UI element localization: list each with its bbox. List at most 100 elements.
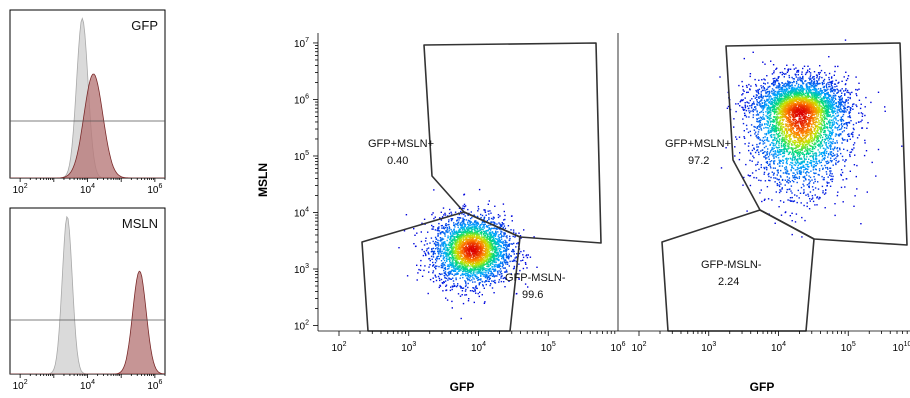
event-dot xyxy=(476,261,479,263)
event-dot xyxy=(804,166,806,168)
event-dot xyxy=(777,80,779,82)
event-dot xyxy=(789,85,792,87)
event-dot xyxy=(780,190,782,192)
event-dot xyxy=(847,102,849,104)
event-dot xyxy=(452,280,455,282)
event-dot xyxy=(485,272,487,274)
event-dot xyxy=(499,268,502,270)
event-dot xyxy=(458,230,461,232)
event-dot xyxy=(501,242,504,244)
event-dot xyxy=(486,225,488,227)
event-dot xyxy=(482,269,484,272)
event-dot xyxy=(808,208,811,210)
event-dot xyxy=(764,151,766,153)
event-dot xyxy=(464,234,467,237)
event-dot xyxy=(496,259,498,261)
event-dot xyxy=(483,250,485,252)
event-dot xyxy=(487,246,489,249)
event-dot xyxy=(774,77,776,80)
event-dot xyxy=(481,239,483,242)
event-dot xyxy=(783,73,786,75)
event-dot xyxy=(499,215,501,217)
event-dot xyxy=(493,257,496,259)
event-dot xyxy=(445,274,448,276)
event-dot xyxy=(762,106,765,108)
event-dot xyxy=(461,207,464,209)
event-dot xyxy=(519,269,521,272)
event-dot xyxy=(508,265,510,267)
event-dot xyxy=(465,265,467,268)
event-dot xyxy=(851,132,853,135)
event-dot xyxy=(739,152,741,154)
event-dot xyxy=(831,123,834,125)
event-dot xyxy=(832,140,834,143)
event-dot xyxy=(831,142,834,145)
event-dot xyxy=(458,217,460,219)
event-dot xyxy=(808,77,810,79)
event-dot xyxy=(443,251,445,253)
event-dot xyxy=(884,106,886,108)
event-dot xyxy=(770,135,772,138)
event-dot xyxy=(492,250,494,252)
event-dot xyxy=(479,259,481,261)
event-dot xyxy=(459,266,461,268)
event-dot xyxy=(778,191,781,194)
event-dot xyxy=(435,257,438,259)
event-dot xyxy=(431,248,433,250)
event-dot xyxy=(822,167,824,169)
event-dot xyxy=(485,283,487,286)
event-dot xyxy=(474,267,476,270)
event-dot xyxy=(812,85,814,87)
event-dot xyxy=(791,87,794,90)
event-dot xyxy=(749,184,752,187)
event-dot xyxy=(498,222,500,224)
event-dot xyxy=(788,179,790,182)
event-dot xyxy=(828,78,830,81)
event-dot xyxy=(836,115,838,117)
event-dot xyxy=(440,260,443,262)
event-dot xyxy=(448,248,450,251)
event-dot xyxy=(480,275,482,277)
event-dot xyxy=(758,125,760,127)
event-dot xyxy=(476,231,478,233)
event-dot xyxy=(460,286,462,288)
event-dot xyxy=(441,250,443,252)
event-dot xyxy=(764,156,766,158)
event-dot xyxy=(833,123,835,125)
event-dot xyxy=(485,252,488,254)
event-dot xyxy=(786,181,788,183)
event-dot xyxy=(444,214,447,216)
event-dot xyxy=(829,102,831,104)
event-dot xyxy=(760,91,762,93)
event-dot xyxy=(449,259,451,261)
event-dot xyxy=(454,226,456,228)
event-dot xyxy=(453,222,455,224)
event-dot xyxy=(462,243,465,246)
event-dot xyxy=(828,137,830,139)
event-dot xyxy=(809,200,811,202)
event-dot xyxy=(492,280,495,282)
event-dot xyxy=(466,239,468,241)
event-dot xyxy=(831,178,833,180)
event-dot xyxy=(454,237,456,240)
event-dot xyxy=(782,88,784,91)
event-dot xyxy=(836,106,839,108)
event-dot xyxy=(781,179,784,181)
event-dot xyxy=(454,255,456,257)
event-dot xyxy=(488,241,490,243)
event-dot xyxy=(768,154,771,156)
event-dot xyxy=(493,223,495,225)
event-dot xyxy=(457,222,459,224)
event-dot xyxy=(498,281,500,283)
event-dot xyxy=(448,270,450,273)
event-dot xyxy=(466,230,468,233)
event-dot xyxy=(812,159,815,161)
event-dot xyxy=(487,259,489,261)
event-dot xyxy=(486,236,489,239)
event-dot xyxy=(433,189,435,191)
event-dot xyxy=(438,230,441,232)
event-dot xyxy=(473,290,475,293)
event-dot xyxy=(444,226,447,229)
event-dot xyxy=(801,73,803,75)
event-dot xyxy=(844,102,846,104)
